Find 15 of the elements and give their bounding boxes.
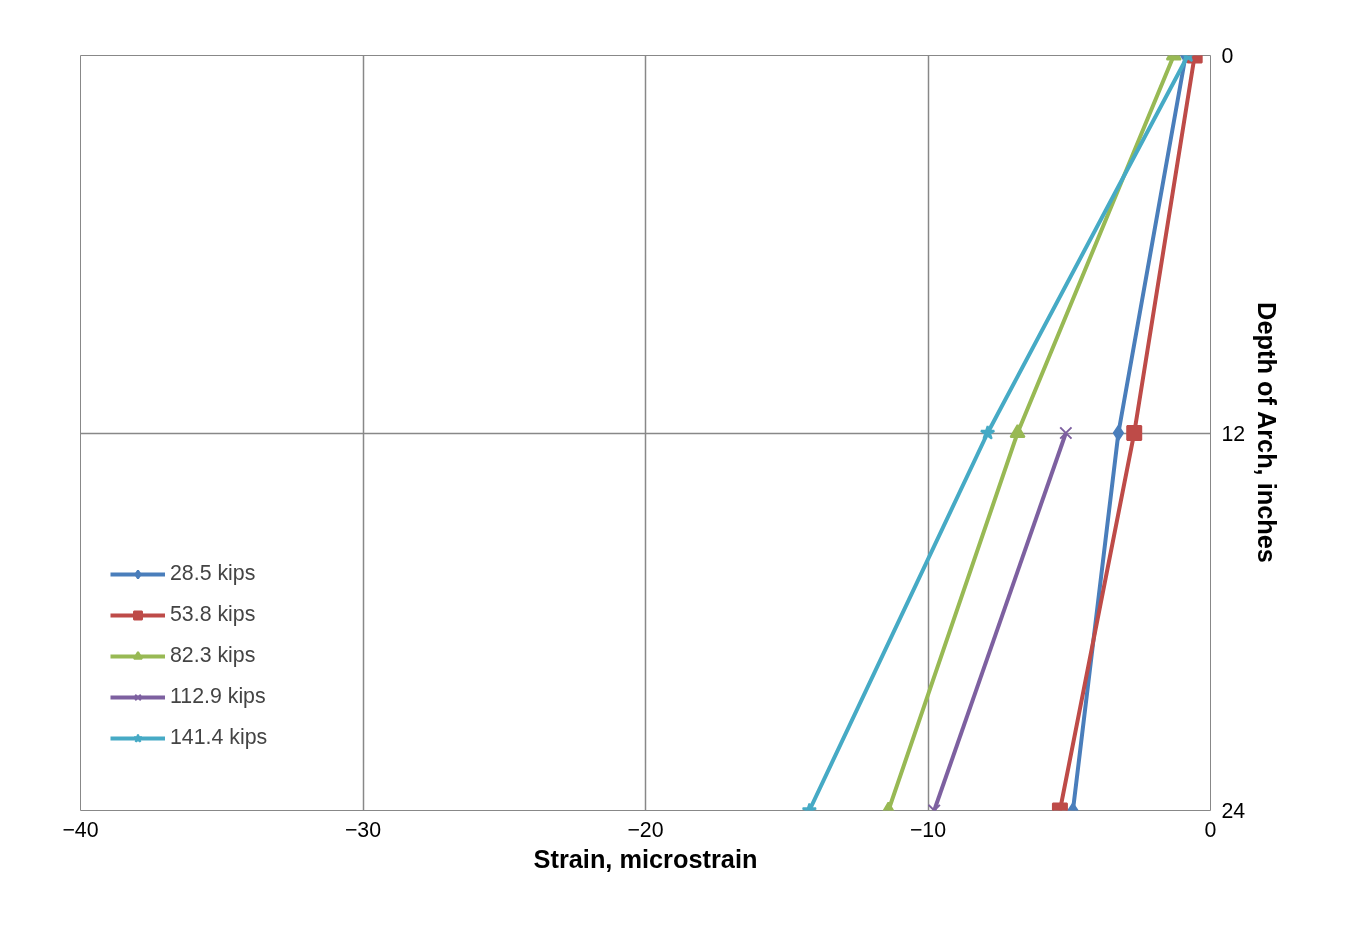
y-tick-label: 0 [1221,44,1234,68]
y-tick-label: 12 [1221,421,1246,446]
y-axis-title: Depth of Arch, inches [1253,302,1282,563]
legend-label: 141.4 kips [170,725,268,750]
x-tick-label: −40 [62,817,99,842]
legend-label: 53.8 kips [170,602,256,627]
x-tick-label: 0 [1204,817,1217,842]
legend-label: 28.5 kips [170,561,256,586]
legend-label: 112.9 kips [170,684,266,709]
x-tick-label: −10 [909,817,947,842]
y-tick-label: 24 [1221,799,1246,823]
legend-label: 82.3 kips [170,643,256,668]
x-tick-label: −20 [627,817,664,842]
x-tick-label: −30 [344,817,382,842]
x-axis-title: Strain, microstrain [533,844,758,873]
